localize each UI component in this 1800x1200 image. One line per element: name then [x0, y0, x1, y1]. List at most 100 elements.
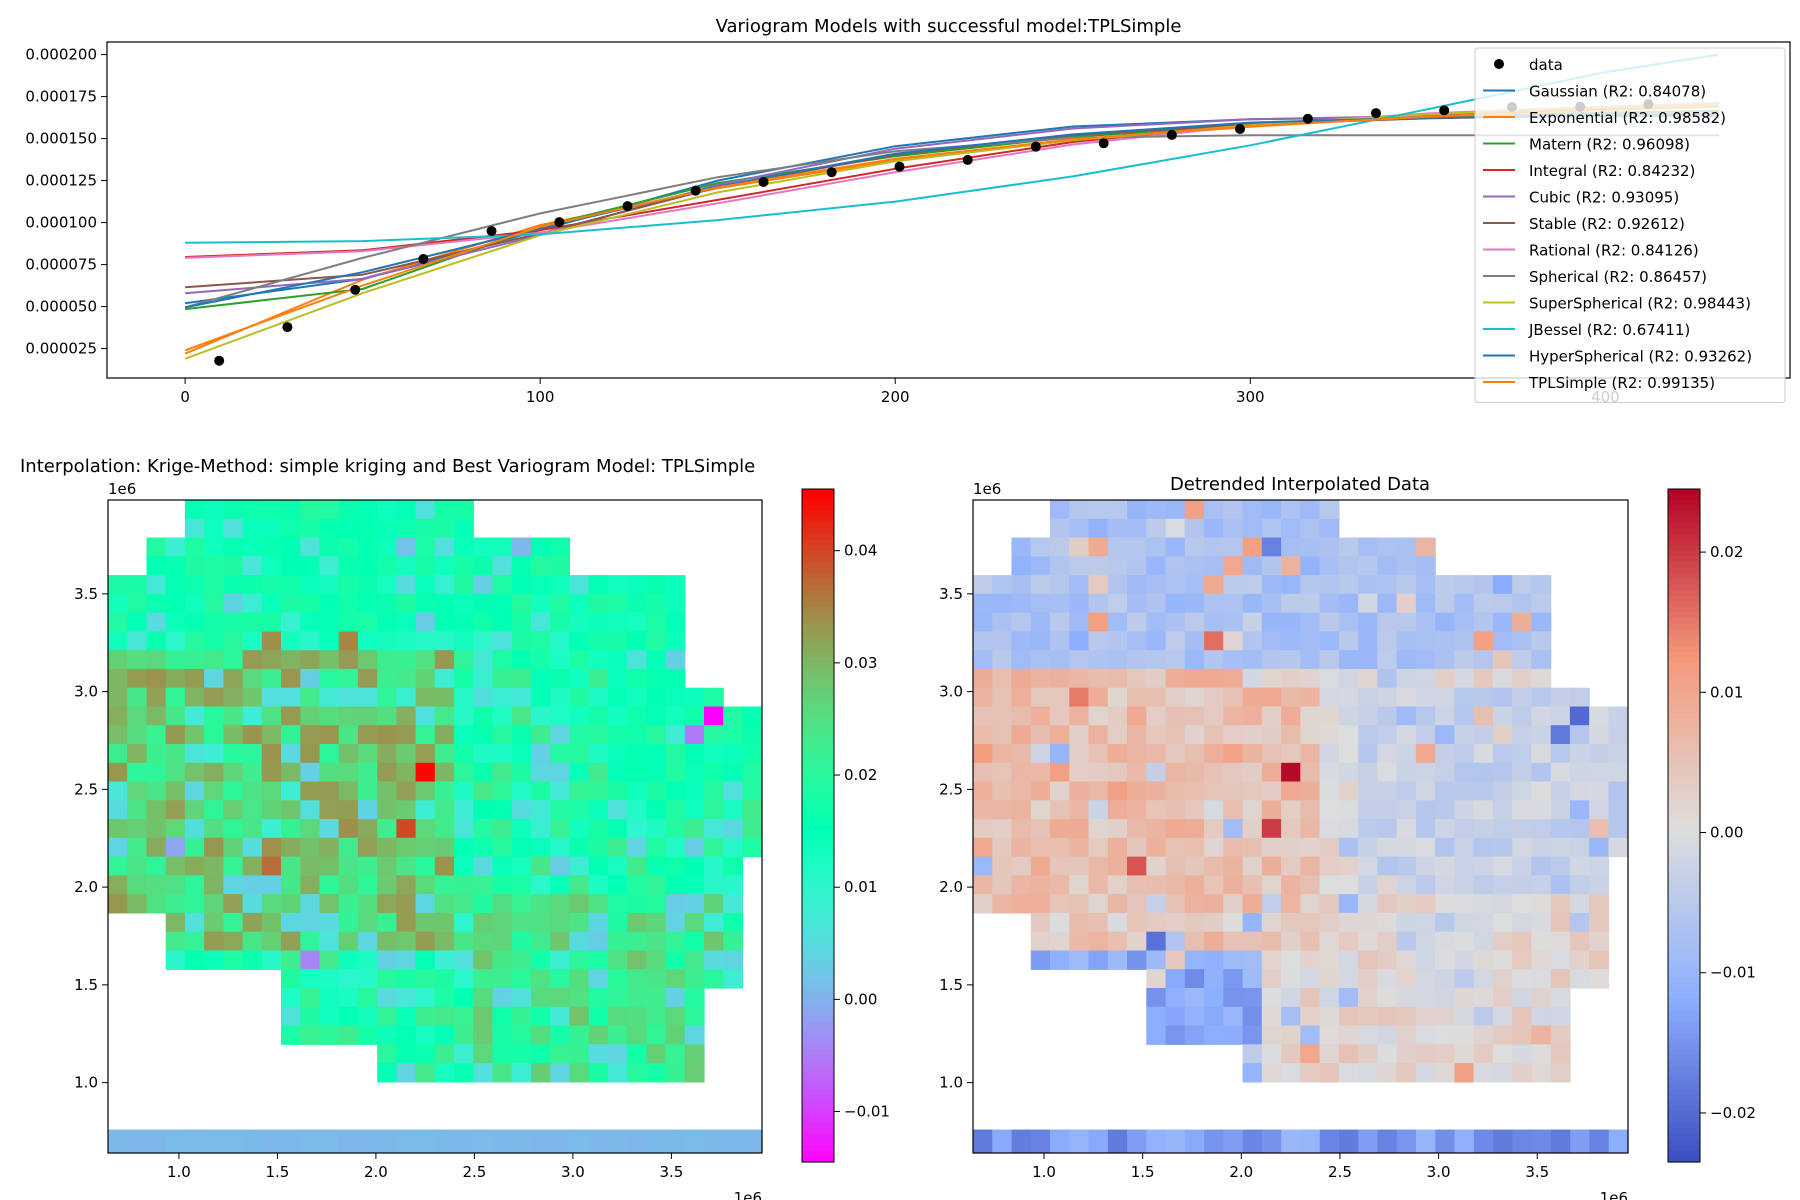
raster-cell: [1300, 912, 1321, 933]
colorbar-step: [1668, 1083, 1700, 1090]
colorbar-step: [802, 1038, 834, 1045]
raster-cell: [1473, 706, 1494, 726]
colorbar-step: [1668, 819, 1700, 827]
raster-cell: [1261, 837, 1282, 858]
x-tick-label: 3.0: [561, 1163, 585, 1181]
raster-cell: [588, 725, 609, 745]
raster-cell: [723, 875, 743, 895]
raster-cell: [1069, 950, 1090, 970]
colorbar-step: [802, 494, 834, 501]
raster-cell: [204, 556, 224, 576]
raster-cell: [357, 668, 378, 689]
raster-cell: [242, 631, 263, 651]
raster-cell: [434, 725, 455, 745]
data-point: [690, 185, 701, 196]
raster-cell: [1319, 931, 1340, 952]
colorbar-step: [1668, 573, 1700, 580]
raster-cell: [569, 894, 590, 914]
raster-cell: [108, 744, 128, 764]
raster-cell: [1242, 819, 1263, 839]
raster-cell: [588, 593, 609, 614]
y-tick-label: 2.5: [74, 780, 98, 798]
raster-cell: [1512, 668, 1533, 689]
raster-cell: [1223, 762, 1244, 783]
raster-cell: [1127, 894, 1147, 914]
raster-cell: [1550, 969, 1571, 989]
colorbar-step: [1668, 1145, 1700, 1152]
raster-cell: [1454, 837, 1475, 858]
raster-cell: [434, 950, 455, 970]
raster-cell: [1300, 1006, 1321, 1027]
raster-cell: [434, 556, 455, 576]
raster-cell: [531, 837, 551, 858]
raster-cell: [454, 912, 474, 933]
raster-cell: [1204, 931, 1224, 952]
raster-cell: [1589, 837, 1610, 858]
kriging-panel: Interpolation: Krige-Method: simple krig…: [20, 456, 890, 1200]
colorbar-step: [802, 634, 834, 642]
raster-cell: [588, 837, 609, 858]
raster-cell: [1223, 575, 1244, 595]
raster-cell: [1531, 781, 1552, 801]
raster-cell: [261, 593, 282, 614]
raster-cell: [1050, 593, 1070, 614]
raster-cell: [1261, 1006, 1282, 1027]
raster-cell: [319, 800, 340, 820]
raster-cell: [1204, 1025, 1224, 1045]
raster-cell: [1107, 631, 1128, 651]
raster-cell: [646, 781, 667, 801]
raster-cell: [704, 969, 724, 989]
raster-cell: [723, 800, 743, 820]
raster-cell: [1146, 837, 1167, 858]
raster-cell: [492, 1006, 513, 1027]
raster-cell: [1281, 781, 1301, 801]
raster-cell: [319, 593, 340, 614]
raster-cell: [415, 593, 436, 614]
raster-cell: [1107, 575, 1128, 595]
raster-cell: [146, 894, 167, 914]
raster-cell: [1184, 650, 1205, 670]
raster-cell: [992, 762, 1013, 783]
raster-cell: [415, 1006, 436, 1027]
raster-cell: [127, 631, 147, 651]
raster-cell: [1454, 912, 1475, 933]
raster-cell: [1300, 1025, 1321, 1045]
raster-cell: [1204, 631, 1224, 651]
raster-cell: [1146, 912, 1167, 933]
colorbar-step: [1668, 1111, 1700, 1118]
raster-cell: [1415, 612, 1436, 632]
raster-cell: [1512, 819, 1533, 839]
raster-cell: [1184, 988, 1205, 1008]
raster-cell: [1281, 988, 1301, 1008]
raster-cell: [1165, 744, 1186, 764]
raster-cell: [511, 800, 532, 820]
colorbar-step: [802, 522, 834, 529]
raster-cell: [588, 819, 609, 839]
raster-cell: [1030, 687, 1051, 708]
raster-cell: [492, 1025, 513, 1045]
data-point: [486, 226, 497, 236]
colorbar-step: [802, 786, 834, 793]
raster-cell: [1069, 931, 1090, 952]
raster-cell: [531, 668, 551, 689]
raster-cell: [281, 781, 301, 801]
raster-cell: [184, 856, 205, 876]
raster-cell: [607, 819, 628, 839]
raster-cell: [473, 1025, 494, 1045]
x-tick-label: 1.5: [1131, 1163, 1155, 1181]
raster-cell: [1454, 762, 1475, 783]
raster-cell: [1165, 819, 1186, 839]
raster-cell: [108, 668, 128, 689]
colorbar-step: [802, 617, 834, 625]
raster-cell: [1531, 912, 1552, 933]
raster-cell: [1242, 762, 1263, 783]
raster-cell: [1127, 706, 1147, 726]
raster-cell: [1261, 781, 1282, 801]
raster-cell: [1088, 950, 1109, 970]
raster-cell: [1204, 725, 1224, 745]
colorbar-step: [802, 1021, 834, 1028]
raster-cell: [281, 819, 301, 839]
colorbar-step: [1668, 842, 1700, 849]
raster-cell: [973, 650, 993, 670]
raster-cell: [223, 706, 244, 726]
